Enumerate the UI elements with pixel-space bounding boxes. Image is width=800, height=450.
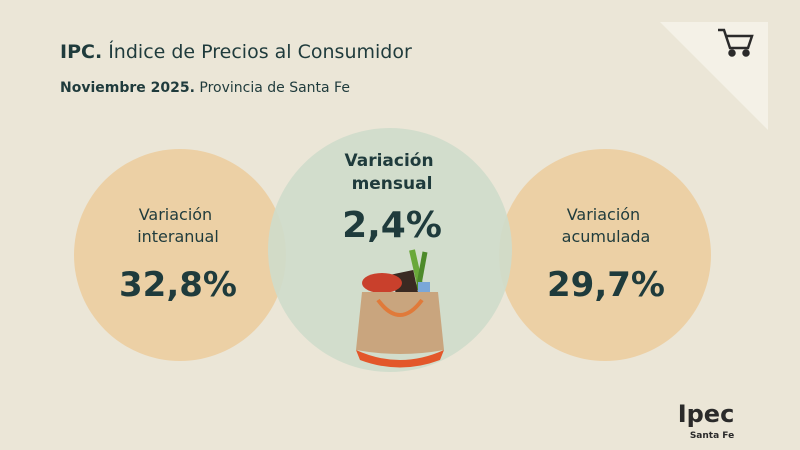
label-interanual: Variación interanual xyxy=(137,205,219,246)
label-line: Variación xyxy=(139,205,213,224)
shopping-bag xyxy=(356,249,444,368)
circle-interanual xyxy=(74,149,286,361)
label-acumulada: Variación acumulada xyxy=(562,205,651,246)
subtitle: Noviembre 2025. Provincia de Santa Fe xyxy=(60,80,350,96)
label-line: mensual xyxy=(352,174,433,194)
label-line: interanual xyxy=(137,227,219,246)
title: IPC. Índice de Precios al Consumidor xyxy=(60,40,412,63)
label-mensual: Variación mensual xyxy=(345,151,440,194)
value-mensual: 2,4% xyxy=(342,205,442,246)
logo-region: Santa Fe xyxy=(690,431,734,441)
value-acumulada: 29,7% xyxy=(547,265,665,305)
circle-acumulada xyxy=(499,149,711,361)
label-line: Variación xyxy=(567,205,641,224)
title-text: Índice de Precios al Consumidor xyxy=(108,40,412,63)
cart-icon xyxy=(718,28,754,57)
title-prefix: IPC. xyxy=(60,41,102,63)
circle-mensual xyxy=(268,128,512,372)
value-interanual: 32,8% xyxy=(119,265,237,305)
logo-name: Ipec xyxy=(678,400,735,428)
label-line: Variación xyxy=(345,151,434,171)
label-line: acumulada xyxy=(562,227,651,246)
subtitle-text: Provincia de Santa Fe xyxy=(199,80,350,96)
subtitle-prefix: Noviembre 2025. xyxy=(60,80,195,96)
